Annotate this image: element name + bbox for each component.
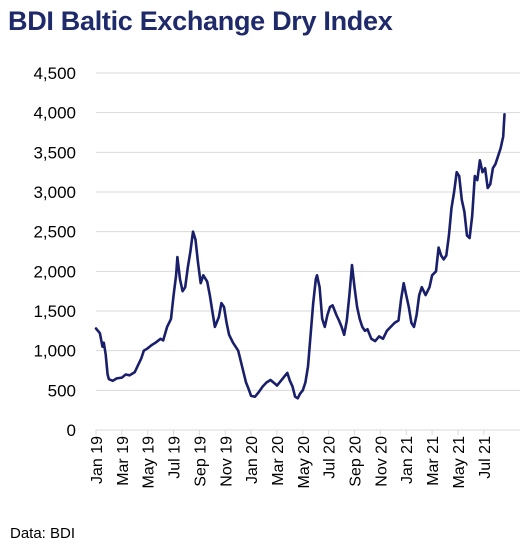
x-tick-label: Jul 21 [477, 436, 494, 479]
y-tick-label: 1,000 [33, 342, 76, 361]
x-tick-label: May 21 [451, 436, 468, 489]
x-tick-label: Mar 20 [270, 436, 287, 486]
x-tick-label: Sep 19 [192, 436, 209, 487]
y-tick-label: 2,500 [33, 223, 76, 242]
y-axis-tick-labels: 0 500 1,000 1,500 2,000 2,500 3,000 3,500 4,000 4… [33, 64, 76, 440]
x-tick-label: Jan 20 [244, 436, 261, 484]
y-tick-label: 4,500 [33, 64, 76, 83]
x-tick-label: Jan 21 [399, 436, 416, 484]
gridlines [95, 72, 520, 435]
data-source-note: Data: BDI [10, 525, 76, 542]
y-tick-label: 3,500 [33, 143, 76, 162]
y-tick-label: 4,000 [33, 104, 76, 123]
bdi-series-line [94, 113, 506, 400]
x-tick-label: Jul 20 [322, 436, 339, 479]
y-tick-label: 2,000 [33, 262, 76, 281]
x-tick-label: Mar 19 [115, 436, 132, 486]
x-tick-label: May 20 [296, 436, 313, 489]
x-tick-label: Jan 19 [89, 436, 106, 484]
x-tick-label: Mar 21 [425, 436, 442, 486]
series-layer [94, 113, 506, 400]
chart-title: BDI Baltic Exchange Dry Index [8, 6, 393, 36]
y-tick-label: 3,000 [33, 183, 76, 202]
y-tick-label: 0 [67, 421, 76, 440]
x-tick-label: Jul 19 [167, 436, 184, 479]
x-axis-tick-labels: Jan 19 Mar 19 May 19 Jul 19 Sep 19 Nov 19 Jan … [89, 436, 494, 489]
x-tick-label: Nov 19 [218, 436, 235, 487]
x-tick-label: Nov 20 [373, 436, 390, 487]
y-tick-label: 1,500 [33, 302, 76, 321]
x-tick-label: May 19 [141, 436, 158, 489]
x-tick-label: Sep 20 [348, 436, 365, 487]
y-tick-label: 500 [48, 381, 76, 400]
